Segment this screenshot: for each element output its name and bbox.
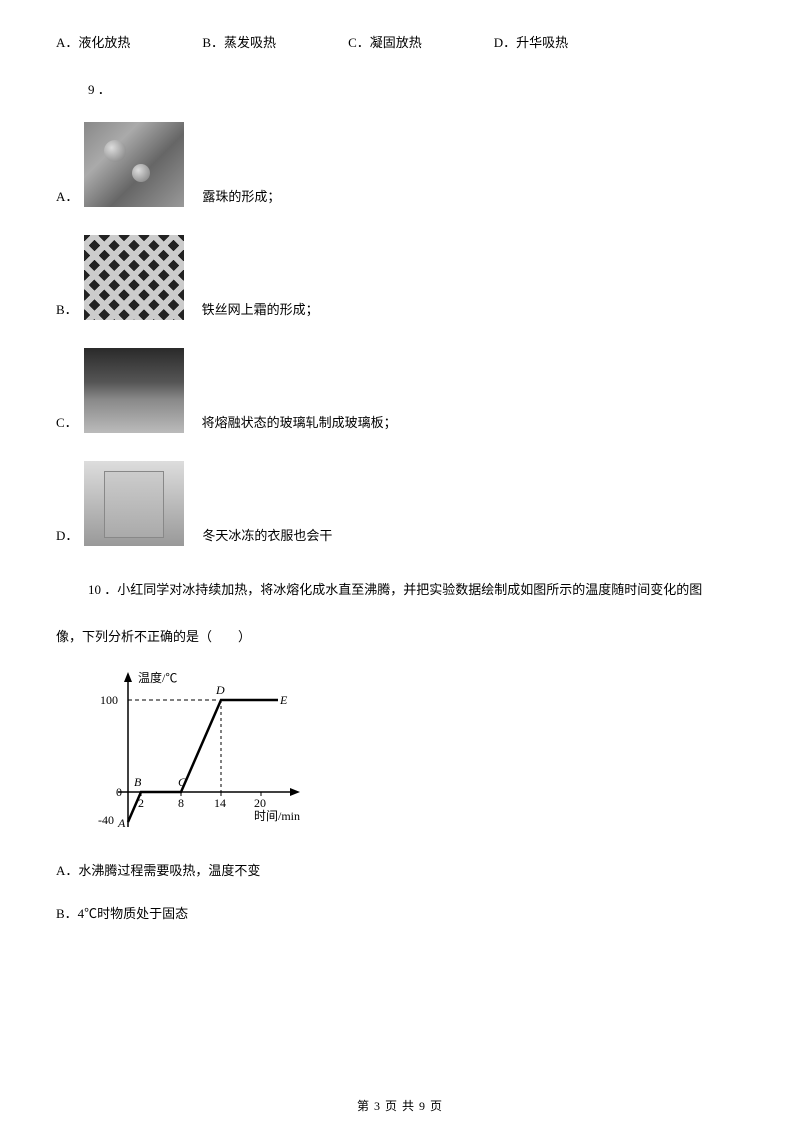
xtick-8: 8 [178,796,184,810]
q10-answer-b: B．4℃时物质处于固态 [56,903,744,922]
option-d: D．升华吸热 [494,32,568,51]
option-label: A． [56,186,78,207]
xtick-14: 14 [214,796,226,810]
footer-total: 9 [419,1099,426,1113]
point-C: C [178,775,187,789]
option-b: B．蒸发吸热 [202,32,276,51]
clothes-image [84,461,184,546]
page-footer: 第 3 页 共 9 页 [0,1097,800,1114]
ytick-0: 0 [116,785,122,799]
point-B: B [134,775,142,789]
footer-page: 3 [374,1099,381,1113]
question-10-line2: 像，下列分析不正确的是（ ） [56,621,744,652]
xtick-20: 20 [254,796,266,810]
q10-answer-a: A．水沸腾过程需要吸热，温度不变 [56,860,744,879]
dew-image [84,122,184,207]
q9-option-d: D． 冬天冰冻的衣服也会干 [56,461,744,546]
q9-option-a: A． 露珠的形成； [56,122,744,207]
option-caption: 冬天冰冻的衣服也会干 [202,525,332,546]
ylabel: 温度/℃ [138,670,177,685]
question-8-options: A．液化放热 B．蒸发吸热 C．凝固放热 D．升华吸热 [56,32,744,51]
option-caption: 铁丝网上霜的形成； [202,299,319,320]
footer-prefix: 第 [357,1099,374,1113]
option-label: C． [56,412,78,433]
option-label: D． [56,525,78,546]
footer-mid: 页 共 [381,1099,419,1113]
temperature-chart-svg: 100 0 -40 2 8 14 20 温度/℃ 时间/min A B C D … [88,662,308,832]
question-9-number: 9 ． [88,79,744,98]
option-label: B． [56,299,78,320]
ytick-neg40: -40 [98,813,114,827]
q9-option-b: B． 铁丝网上霜的形成； [56,235,744,320]
glass-image [84,348,184,433]
frost-image [84,235,184,320]
q9-option-c: C． 将熔融状态的玻璃轧制成玻璃板； [56,348,744,433]
temperature-chart: 100 0 -40 2 8 14 20 温度/℃ 时间/min A B C D … [88,662,744,836]
question-10-line1: 10 ．小红同学对冰持续加热，将冰熔化成水直至沸腾，并把实验数据绘制成如图所示的… [88,574,744,605]
ytick-100: 100 [100,693,118,707]
footer-suffix: 页 [426,1099,443,1113]
option-caption: 露珠的形成； [202,186,280,207]
option-caption: 将熔融状态的玻璃轧制成玻璃板； [202,412,397,433]
point-E: E [279,693,288,707]
option-a: A．液化放热 [56,32,130,51]
option-c: C．凝固放热 [348,32,422,51]
xlabel: 时间/min [254,809,300,823]
point-D: D [215,683,225,697]
point-A: A [117,816,126,830]
